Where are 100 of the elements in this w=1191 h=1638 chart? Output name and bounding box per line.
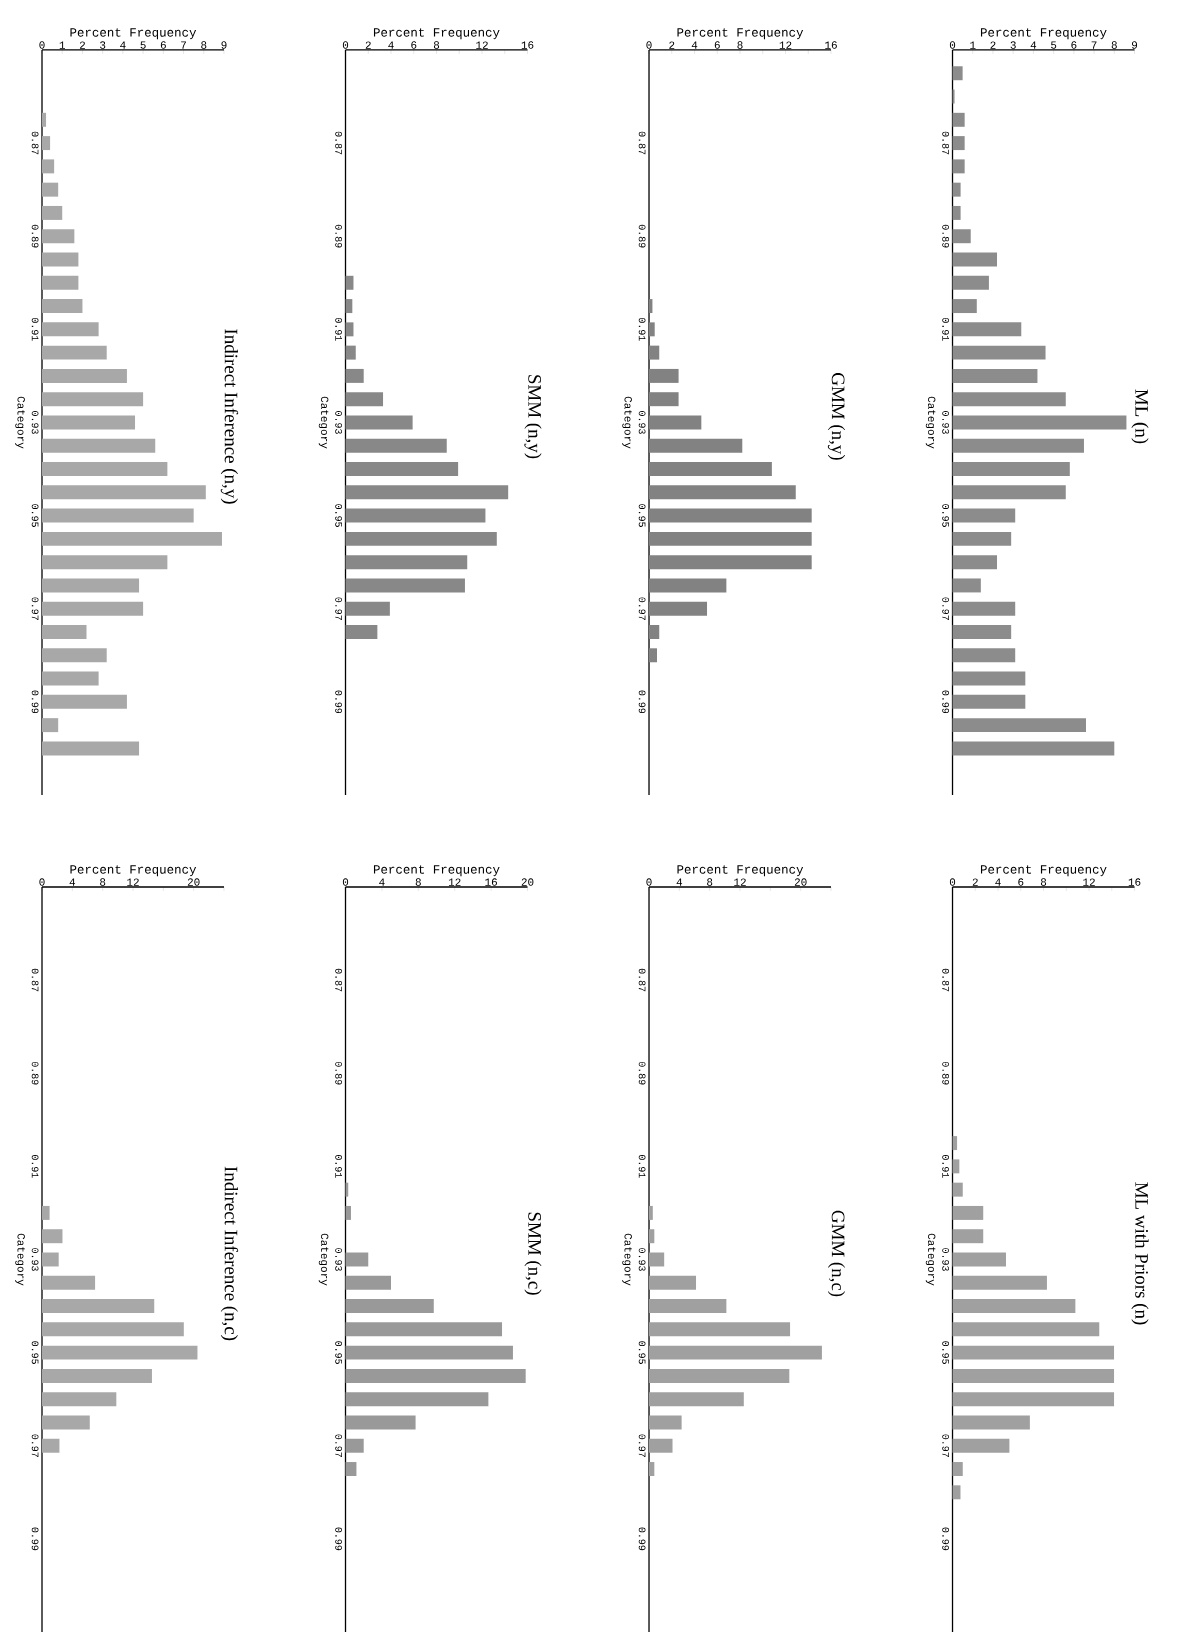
bar: [952, 625, 1012, 639]
bar: [345, 1368, 526, 1383]
bar: [649, 555, 812, 570]
y-axis-title: Category: [15, 396, 25, 449]
y-tick-label: 0.89: [31, 1061, 39, 1085]
bar: [42, 1275, 96, 1290]
bar: [345, 625, 378, 639]
x-tick-label: 4: [676, 878, 683, 886]
y-tick-label: 0.95: [31, 504, 39, 527]
bar: [42, 136, 51, 151]
y-tick-label: 0.95: [942, 504, 950, 527]
y-tick-label: 0.91: [942, 1155, 950, 1178]
bar: [42, 438, 156, 453]
bar: [345, 1415, 416, 1430]
bar: [952, 299, 977, 314]
bar: [649, 1229, 655, 1244]
y-tick-label: 0.93: [31, 411, 39, 434]
bar: [952, 1182, 963, 1197]
y-tick-label: 0.99: [31, 690, 39, 714]
y-tick-label: 0.99: [942, 690, 950, 714]
bar: [42, 462, 168, 477]
y-axis-title: Category: [925, 396, 936, 449]
x-tick-label: 6: [1018, 878, 1024, 886]
y-tick-label: 0.99: [942, 1527, 950, 1551]
bar: [952, 66, 963, 81]
y-tick-label: 0.87: [942, 131, 950, 155]
x-tick-label: 3: [1010, 41, 1016, 49]
y-tick-label: 0.89: [335, 1061, 342, 1085]
bar: [42, 1299, 155, 1314]
y-tick-label: 0.89: [942, 224, 950, 248]
bar: [345, 1205, 351, 1220]
bar: [345, 392, 384, 407]
bar: [42, 485, 206, 500]
y-tick-label: 0.97: [942, 1434, 950, 1457]
text: Indirect Inference (n,c): [220, 1166, 239, 1341]
bar: [649, 1415, 682, 1430]
y-tick-label: 0.99: [638, 690, 646, 714]
bar: [649, 625, 660, 639]
y-tick-label: 0.99: [31, 1527, 39, 1551]
x-tick-label: 3: [100, 41, 106, 49]
bar: [649, 485, 796, 500]
x-axis-title: Percent Frequency: [70, 865, 197, 877]
y-tick-label: 0.93: [335, 1248, 342, 1271]
y-tick-label: 0.97: [638, 597, 646, 620]
bar: [649, 1322, 791, 1337]
y-axis-title: Category: [622, 1233, 632, 1286]
x-tick-label: 0: [342, 41, 349, 49]
y-tick-label: 0.87: [638, 131, 646, 155]
y-tick-label: 0.97: [335, 597, 342, 620]
bar: [42, 415, 136, 430]
bar: [649, 1368, 790, 1383]
bar: [649, 1438, 673, 1453]
bar: [952, 601, 1016, 616]
bar: [345, 1252, 369, 1267]
bar: [42, 1345, 198, 1360]
x-axis-title: Percent Frequency: [70, 28, 197, 40]
x-axis-title: Percent Frequency: [373, 865, 500, 877]
bar: [42, 1205, 50, 1220]
y-tick-label: 0.97: [31, 597, 39, 620]
x-tick-label: 16: [1128, 878, 1141, 886]
bar: [42, 252, 79, 267]
y-axis-title: Category: [622, 396, 632, 449]
bar: [345, 1462, 357, 1477]
bar: [952, 485, 1066, 500]
x-tick-label: 0: [39, 41, 45, 49]
x-tick-label: 7: [181, 41, 186, 49]
bar: [952, 415, 1127, 430]
y-axis-title: Category: [15, 1233, 25, 1286]
bar: [42, 1415, 90, 1430]
x-tick-label: 8: [707, 878, 713, 886]
bar: [42, 1392, 117, 1407]
bar: [649, 392, 679, 407]
x-tick-label: 2: [365, 41, 371, 49]
bar: [952, 252, 998, 267]
x-tick-label: 4: [120, 41, 126, 49]
x-tick-label: 6: [411, 41, 417, 49]
y-tick-label: 0.93: [942, 1248, 950, 1271]
bar: [952, 508, 1016, 523]
x-tick-label: 7: [1091, 41, 1097, 49]
text: ML with Priors (n): [1131, 1182, 1149, 1325]
y-tick-label: 0.99: [335, 1527, 342, 1551]
x-tick-label: 2: [972, 878, 978, 886]
bar: [42, 322, 99, 337]
bar: [42, 741, 140, 756]
bar: [952, 462, 1070, 477]
y-tick-label: 0.89: [942, 1061, 950, 1085]
x-tick-label: 8: [1111, 41, 1117, 49]
bar: [42, 368, 127, 383]
x-tick-label: 8: [433, 41, 440, 49]
bar: [649, 1205, 653, 1220]
bar: [42, 112, 47, 127]
y-tick-label: 0.89: [335, 224, 342, 248]
y-tick-label: 0.91: [638, 1155, 646, 1178]
bar: [649, 648, 657, 663]
bar: [42, 299, 83, 314]
text: GMM (n,y): [827, 373, 846, 460]
bar: [649, 1462, 655, 1477]
y-axis-title: Category: [318, 1233, 329, 1286]
bar: [952, 531, 1012, 546]
bar: [952, 671, 1026, 686]
